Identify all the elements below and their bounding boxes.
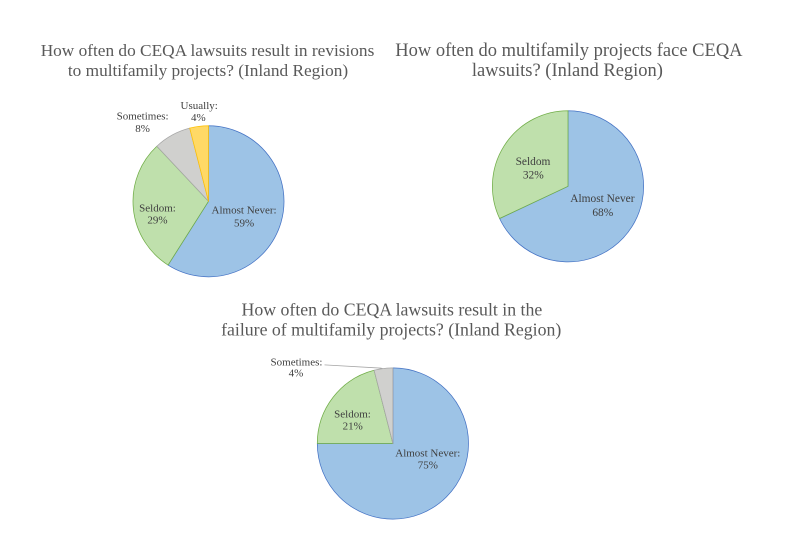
svg-text:How often do CEQA lawsuits res: How often do CEQA lawsuits result in the (242, 299, 543, 319)
svg-text:32%: 32% (523, 169, 544, 181)
svg-text:lawsuits? (Inland Region): lawsuits? (Inland Region) (472, 61, 663, 81)
svg-text:68%: 68% (592, 207, 613, 219)
svg-text:Sometimes:: Sometimes: (271, 356, 323, 368)
svg-text:4%: 4% (289, 367, 304, 379)
svg-text:75%: 75% (418, 460, 438, 472)
svg-text:How often do multifamily proje: How often do multifamily projects face C… (395, 41, 743, 61)
svg-text:Seldom:: Seldom: (334, 409, 371, 421)
svg-text:Sometimes:: Sometimes: (117, 111, 169, 123)
svg-text:Seldom:: Seldom: (139, 203, 176, 215)
svg-text:Seldom: Seldom (516, 156, 551, 168)
svg-text:Almost Never:: Almost Never: (212, 204, 277, 216)
svg-text:Usually:: Usually: (181, 100, 218, 112)
svg-text:8%: 8% (135, 123, 150, 135)
svg-text:to multifamily projects? (Inla: to multifamily projects? (Inland Region) (68, 61, 348, 80)
svg-text:failure of multifamily project: failure of multifamily projects? (Inland… (221, 320, 561, 341)
svg-text:59%: 59% (234, 217, 254, 229)
svg-text:21%: 21% (343, 420, 363, 432)
svg-text:Almost Never:: Almost Never: (395, 447, 460, 459)
svg-text:29%: 29% (147, 215, 167, 227)
svg-text:4%: 4% (191, 112, 206, 124)
svg-text:How often do CEQA lawsuits res: How often do CEQA lawsuits result in rev… (41, 41, 375, 60)
svg-text:Almost Never: Almost Never (570, 193, 634, 205)
